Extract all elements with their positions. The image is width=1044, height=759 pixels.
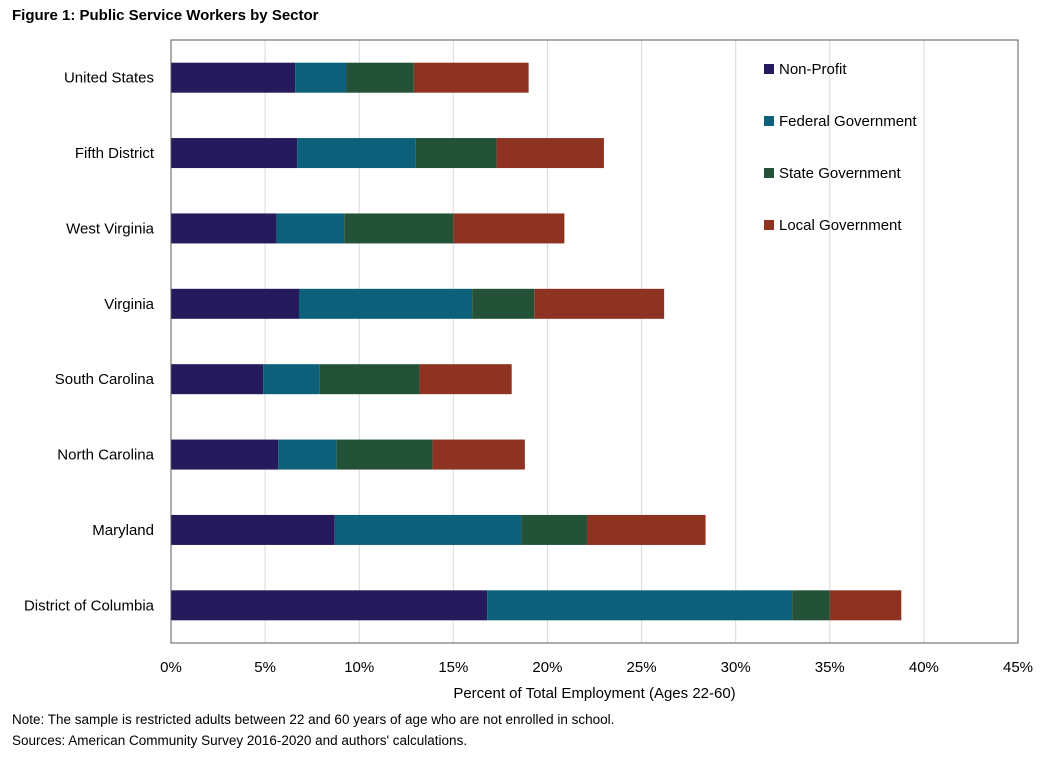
legend-label: Federal Government bbox=[779, 113, 917, 130]
bar-non-profit bbox=[171, 288, 299, 319]
x-tick-label: 35% bbox=[815, 659, 845, 676]
plot-frame bbox=[170, 39, 1019, 644]
bar-state-government bbox=[346, 62, 414, 93]
bar-non-profit bbox=[171, 62, 296, 93]
legend-swatch bbox=[764, 168, 774, 178]
category-label: South Carolina bbox=[55, 371, 155, 388]
bar-series bbox=[171, 62, 902, 621]
bar-local-government bbox=[586, 514, 706, 545]
bar-local-government bbox=[829, 590, 902, 621]
gridlines bbox=[264, 40, 925, 643]
bar-federal-government bbox=[276, 213, 345, 244]
bar-non-profit bbox=[171, 364, 264, 395]
bar-non-profit bbox=[171, 590, 488, 621]
bar-federal-government bbox=[278, 439, 337, 470]
bar-state-government bbox=[415, 138, 497, 169]
category-label: District of Columbia bbox=[24, 597, 155, 614]
x-tick-label: 30% bbox=[721, 659, 751, 676]
legend-label: State Government bbox=[779, 165, 902, 182]
legend-label: Non-Profit bbox=[779, 61, 847, 78]
bar-federal-government bbox=[487, 590, 793, 621]
bar-local-government bbox=[534, 288, 665, 319]
bar-local-government bbox=[413, 62, 529, 93]
x-tick-label: 40% bbox=[909, 659, 939, 676]
x-tick-label: 15% bbox=[438, 659, 468, 676]
category-label: North Carolina bbox=[57, 447, 154, 464]
bar-state-government bbox=[344, 213, 454, 244]
x-tick-label: 10% bbox=[344, 659, 374, 676]
x-tick-label: 5% bbox=[254, 659, 276, 676]
bar-state-government bbox=[792, 590, 830, 621]
category-label: United States bbox=[64, 70, 154, 87]
x-tick-label: 45% bbox=[1003, 659, 1033, 676]
bar-federal-government bbox=[295, 62, 347, 93]
bar-non-profit bbox=[171, 138, 298, 169]
bar-non-profit bbox=[171, 213, 277, 244]
category-label: West Virginia bbox=[66, 220, 154, 237]
legend-swatch bbox=[764, 116, 774, 126]
bar-federal-government bbox=[334, 514, 522, 545]
bar-state-government bbox=[336, 439, 433, 470]
chart-sources: Sources: American Community Survey 2016-… bbox=[12, 733, 468, 748]
bar-federal-government bbox=[297, 138, 416, 169]
bar-state-government bbox=[472, 288, 535, 319]
bar-non-profit bbox=[171, 439, 279, 470]
category-label: Maryland bbox=[92, 522, 154, 539]
bar-local-government bbox=[453, 213, 565, 244]
bar-local-government bbox=[496, 138, 604, 169]
figure-title: Figure 1: Public Service Workers by Sect… bbox=[12, 7, 319, 24]
legend: Non-Profit Federal Government State Govern… bbox=[764, 61, 917, 234]
legend-swatch bbox=[764, 64, 774, 74]
category-label: Virginia bbox=[104, 296, 154, 313]
legend-swatch bbox=[764, 220, 774, 230]
x-tick-label: 25% bbox=[627, 659, 657, 676]
category-labels: United States Fifth District West Virginia… bbox=[24, 70, 155, 615]
bar-federal-government bbox=[263, 364, 320, 395]
category-label: Fifth District bbox=[75, 145, 155, 162]
x-tick-label: 0% bbox=[160, 659, 182, 676]
bar-local-government bbox=[419, 364, 512, 395]
legend-label: Local Government bbox=[779, 217, 902, 234]
bar-non-profit bbox=[171, 514, 335, 545]
bar-federal-government bbox=[298, 288, 473, 319]
bar-local-government bbox=[432, 439, 525, 470]
x-tick-labels: 0% 5% 10% 15% 20% 25% 30% 35% 40% 45% bbox=[160, 659, 1033, 676]
bar-state-government bbox=[319, 364, 420, 395]
bar-state-government bbox=[521, 514, 587, 545]
chart-note: Note: The sample is restricted adults be… bbox=[12, 712, 615, 727]
x-tick-label: 20% bbox=[532, 659, 562, 676]
x-axis-label: Percent of Total Employment (Ages 22-60) bbox=[453, 685, 735, 702]
